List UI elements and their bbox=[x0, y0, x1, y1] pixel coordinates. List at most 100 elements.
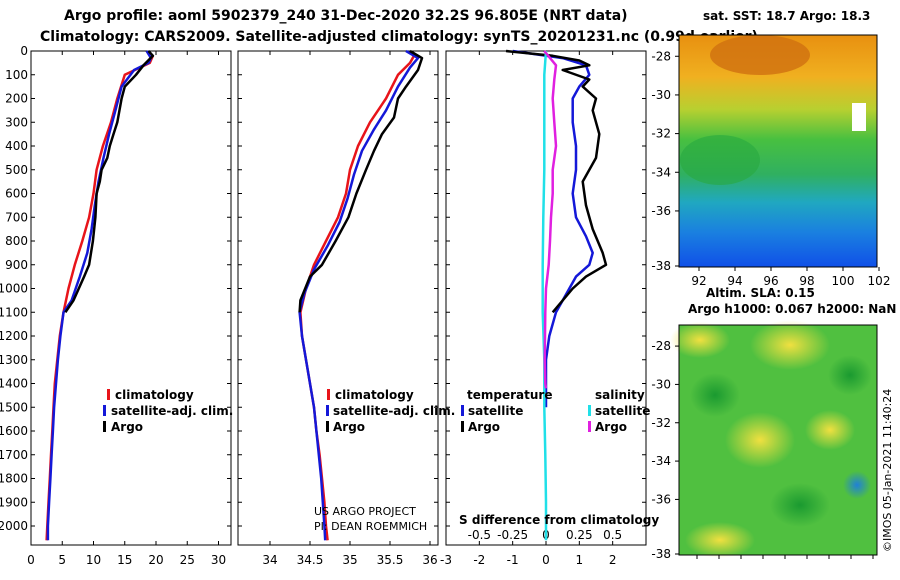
credit-project: US ARGO PROJECT bbox=[314, 505, 416, 518]
y-tick-label: 900 bbox=[5, 258, 28, 272]
y-tick-label: 300 bbox=[5, 115, 28, 129]
x-tick-label: 15 bbox=[117, 553, 132, 567]
salinity-panel-frame bbox=[237, 50, 439, 546]
legend-swatch-satellite-adj bbox=[103, 405, 106, 416]
temperature-legend: climatology satellite-adj. clim. Argo bbox=[103, 388, 233, 434]
map-x-tick-label: 96 bbox=[763, 274, 778, 288]
y-tick-label: 800 bbox=[5, 234, 28, 248]
x-tick-label: 0 bbox=[27, 553, 35, 567]
series-line-satellite-adj-clim- bbox=[46, 50, 153, 541]
map-y-tick-label: -34 bbox=[651, 454, 671, 468]
series-line-temperature-argo bbox=[505, 49, 608, 314]
imos-credit: ©IMOS 05-Jan-2021 11:40:24 bbox=[881, 389, 894, 552]
x-tick-label: 30 bbox=[211, 553, 226, 567]
title-line-2: Climatology: CARS2009. Satellite-adjuste… bbox=[40, 29, 758, 45]
map-y-tick-label: -36 bbox=[651, 492, 671, 506]
sla-blob-green-1 bbox=[690, 373, 740, 417]
y-tick-label: 1500 bbox=[0, 400, 28, 414]
x-tick-label: 36 bbox=[422, 553, 437, 567]
legend-swatch-sal-satellite bbox=[588, 405, 591, 416]
legend-swatch-climatology-s bbox=[327, 389, 330, 400]
legend-label-climatology-s: climatology bbox=[335, 388, 414, 402]
map-x-tick-label: 92 bbox=[691, 274, 706, 288]
sla-blob-yellow-2 bbox=[670, 322, 730, 358]
x-tick-label: 1 bbox=[576, 553, 584, 567]
x-tick-label: 20 bbox=[148, 553, 163, 567]
series-line-climatology bbox=[45, 55, 155, 541]
map-y-tick-label: -38 bbox=[651, 547, 671, 561]
salinity-legend: climatology satellite-adj. clim. Argo bbox=[326, 388, 455, 434]
y-tick-label: 200 bbox=[5, 92, 28, 106]
legend-swatch-temp-argo bbox=[461, 421, 464, 432]
title-line-1: Argo profile: aoml 5902379_240 31-Dec-20… bbox=[64, 8, 628, 24]
top-tick-label: 0.25 bbox=[566, 528, 593, 542]
x-tick-label: -3 bbox=[440, 553, 452, 567]
map-y-tick-label: -30 bbox=[651, 88, 671, 102]
legend-label-climatology: climatology bbox=[115, 388, 194, 402]
y-tick-label: 1000 bbox=[0, 282, 28, 296]
legend-swatch-satellite-adj-s bbox=[326, 405, 329, 416]
x-tick-label: 35 bbox=[342, 553, 357, 567]
series-line-salinity-satellite bbox=[541, 50, 548, 541]
map-y-tick-label: -32 bbox=[651, 416, 671, 430]
map-x-tick-label: 94 bbox=[727, 274, 742, 288]
sla-blob-yellow-3 bbox=[725, 412, 795, 468]
y-tick-label: 2000 bbox=[0, 519, 28, 533]
x-tick-label: 0 bbox=[542, 553, 550, 567]
series-line-argo bbox=[298, 49, 424, 313]
map-y-tick-label: -38 bbox=[651, 259, 671, 273]
map-x-tick-label: 98 bbox=[799, 274, 814, 288]
legend-label-satellite-adj-s: satellite-adj. clim. bbox=[333, 404, 455, 418]
y-tick-label: 600 bbox=[5, 187, 28, 201]
map-x-tick-label: 102 bbox=[868, 274, 891, 288]
y-tick-label: 700 bbox=[5, 210, 28, 224]
map-x-tick-label: 100 bbox=[832, 274, 855, 288]
sla-blob-yellow-5 bbox=[685, 522, 755, 558]
x-tick-label: 34.5 bbox=[297, 553, 324, 567]
sla-blob-green-2 bbox=[770, 483, 830, 527]
legend-label-satellite-adj: satellite-adj. clim. bbox=[111, 404, 233, 418]
legend-title-temperature: temperature bbox=[467, 388, 552, 402]
sst-map-frame bbox=[678, 34, 878, 268]
sst-green-patch bbox=[680, 135, 760, 185]
legend-title-salinity: salinity bbox=[595, 388, 645, 402]
sla-map-title-2: Argo h1000: 0.067 h2000: NaN bbox=[688, 302, 896, 316]
difference-legend: temperature salinity satellite Argo sate… bbox=[461, 388, 650, 434]
sla-map-title-1: Altim. SLA: 0.15 bbox=[706, 286, 815, 300]
series-line-argo bbox=[64, 50, 155, 314]
sst-warm-patch bbox=[710, 35, 810, 75]
map-y-tick-label: -36 bbox=[651, 204, 671, 218]
legend-label-argo-s: Argo bbox=[333, 420, 365, 434]
x-tick-label: 34 bbox=[262, 553, 277, 567]
y-tick-label: 1800 bbox=[0, 472, 28, 486]
map-y-tick-label: -30 bbox=[651, 377, 671, 391]
x-tick-label: 2 bbox=[609, 553, 617, 567]
legend-label-argo: Argo bbox=[111, 420, 143, 434]
credit-pi: PI: DEAN ROEMMICH bbox=[314, 520, 427, 533]
legend-label-temp-argo: Argo bbox=[468, 420, 500, 434]
top-tick-label: -0.5 bbox=[468, 528, 491, 542]
legend-swatch-climatology bbox=[107, 389, 110, 400]
y-tick-label: 400 bbox=[5, 139, 28, 153]
x-tick-label: 10 bbox=[86, 553, 101, 567]
y-tick-label: 1700 bbox=[0, 448, 28, 462]
sla-map: -28 -30 -32 -34 -36 -38 bbox=[651, 320, 878, 561]
top-tick-label: -0.25 bbox=[497, 528, 528, 542]
y-tick-label: 0 bbox=[20, 44, 28, 58]
y-tick-label: 500 bbox=[5, 163, 28, 177]
legend-swatch-argo-s bbox=[326, 421, 329, 432]
y-tick-label: 1100 bbox=[0, 305, 28, 319]
x-tick-label: 5 bbox=[58, 553, 66, 567]
y-tick-label: 1600 bbox=[0, 424, 28, 438]
difference-xlabel: S difference from climatology bbox=[459, 513, 659, 527]
legend-label-sal-satellite: satellite bbox=[595, 404, 650, 418]
y-tick-label: 1200 bbox=[0, 329, 28, 343]
legend-swatch-sal-argo bbox=[588, 421, 591, 432]
map-y-tick-label: -32 bbox=[651, 127, 671, 141]
map-y-tick-label: -28 bbox=[651, 49, 671, 63]
y-tick-label: 1300 bbox=[0, 353, 28, 367]
sla-blob-yellow-4 bbox=[805, 410, 855, 450]
map-y-tick-label: -28 bbox=[651, 339, 671, 353]
sla-blob-green-3 bbox=[828, 355, 872, 395]
